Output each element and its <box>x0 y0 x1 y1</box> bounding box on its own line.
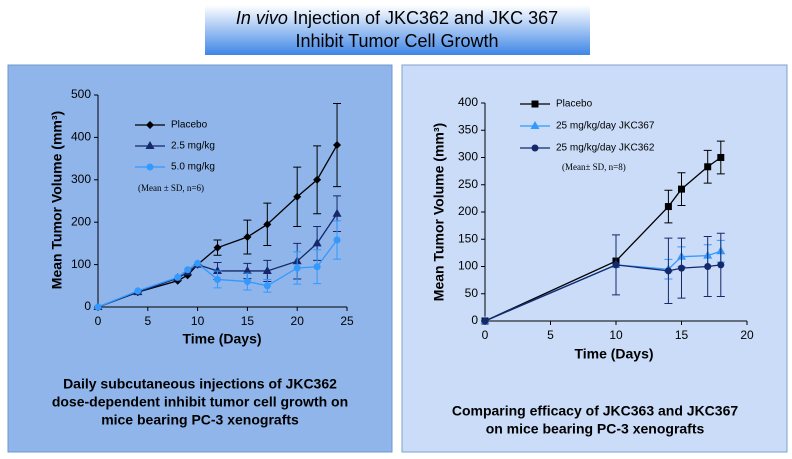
marker <box>531 100 539 108</box>
legend-label: 25 mg/kg/day JKC362 <box>556 143 655 154</box>
marker <box>242 265 252 274</box>
marker <box>333 236 341 244</box>
marker <box>704 163 712 171</box>
y-axis-label: Mean Tumor Volume (mm³) <box>49 111 65 289</box>
marker <box>184 266 192 274</box>
marker <box>717 261 725 269</box>
marker <box>313 175 322 184</box>
y-tick-label: 300 <box>71 172 91 186</box>
x-tick-label: 0 <box>482 328 489 342</box>
marker <box>481 317 489 325</box>
y-tick-label: 400 <box>458 95 478 109</box>
marker <box>678 185 685 193</box>
y-axis-label: Mean Tumor Volume (mm³) <box>431 123 447 301</box>
x-tick-label: 25 <box>340 314 354 328</box>
x-axis-label: Time (Days) <box>182 331 261 347</box>
caption: Comparing efficacy of JKC363 and JKC367 <box>452 403 739 419</box>
panel-left <box>7 64 393 453</box>
marker <box>612 261 620 269</box>
y-tick-label: 300 <box>458 150 478 164</box>
marker <box>214 275 222 283</box>
marker <box>717 154 725 161</box>
header-title: In vivo Injection of JKC362 and JKC 367 <box>236 8 558 28</box>
header-line2: Inhibit Tumor Cell Growth <box>295 31 498 51</box>
marker <box>293 192 302 201</box>
y-tick-label: 150 <box>458 231 478 245</box>
panel-right <box>401 64 788 453</box>
y-tick-label: 100 <box>458 259 478 273</box>
header-italic: In vivo <box>236 8 288 28</box>
x-tick-label: 5 <box>144 314 151 328</box>
marker <box>146 163 154 171</box>
marker <box>678 264 685 272</box>
marker <box>213 243 222 252</box>
note: (Mean ± SD, n=6) <box>138 183 204 193</box>
x-tick-label: 0 <box>95 314 102 328</box>
marker <box>213 265 223 274</box>
marker <box>146 121 154 129</box>
x-tick-label: 10 <box>609 328 623 342</box>
caption: Daily subcutaneous injections of JKC362 <box>63 376 337 392</box>
marker <box>664 267 672 275</box>
y-tick-label: 50 <box>465 286 479 300</box>
marker <box>293 264 301 272</box>
marker <box>134 287 142 295</box>
marker <box>312 238 322 247</box>
y-tick-label: 200 <box>458 204 478 218</box>
header-line1: Injection of JKC362 and JKC 367 <box>293 8 558 28</box>
caption: on mice bearing PC-3 xenografts <box>486 421 705 437</box>
note: (Mean± SD, n=8) <box>562 162 626 172</box>
marker <box>531 144 539 152</box>
caption: mice bearing PC-3 xenografts <box>101 412 299 428</box>
y-tick-label: 200 <box>71 214 91 228</box>
marker <box>530 121 540 129</box>
marker <box>263 282 271 290</box>
y-tick-label: 400 <box>71 130 91 144</box>
marker <box>313 263 321 271</box>
marker <box>262 265 272 274</box>
legend-label: Placebo <box>171 120 208 131</box>
legend-label: Placebo <box>556 99 593 110</box>
marker <box>145 141 155 149</box>
x-tick-label: 20 <box>291 314 305 328</box>
marker <box>332 208 342 217</box>
marker <box>194 259 202 267</box>
y-tick-label: 350 <box>458 122 478 136</box>
marker <box>263 220 272 229</box>
x-tick-label: 5 <box>547 328 554 342</box>
x-tick-label: 10 <box>191 314 205 328</box>
marker <box>664 203 672 211</box>
marker <box>243 278 251 286</box>
marker <box>174 273 182 281</box>
marker <box>243 233 252 242</box>
marker <box>704 263 712 270</box>
marker <box>94 303 102 311</box>
y-tick-label: 0 <box>84 299 91 313</box>
y-tick-label: 250 <box>458 177 478 191</box>
legend-label: 2.5 mg/kg <box>171 141 215 152</box>
x-tick-label: 15 <box>675 328 689 342</box>
y-tick-label: 100 <box>71 257 91 271</box>
header-box <box>205 5 590 55</box>
caption: dose-dependent inhibit tumor cell growth… <box>52 394 348 410</box>
marker <box>333 141 342 150</box>
x-tick-label: 20 <box>740 328 754 342</box>
x-tick-label: 15 <box>241 314 255 328</box>
legend-label: 5.0 mg/kg <box>171 162 215 173</box>
x-axis-label: Time (Days) <box>574 346 653 362</box>
legend-label: 25 mg/kg/day JKC367 <box>556 121 655 132</box>
y-tick-label: 0 <box>471 313 478 327</box>
y-tick-label: 500 <box>71 87 91 101</box>
